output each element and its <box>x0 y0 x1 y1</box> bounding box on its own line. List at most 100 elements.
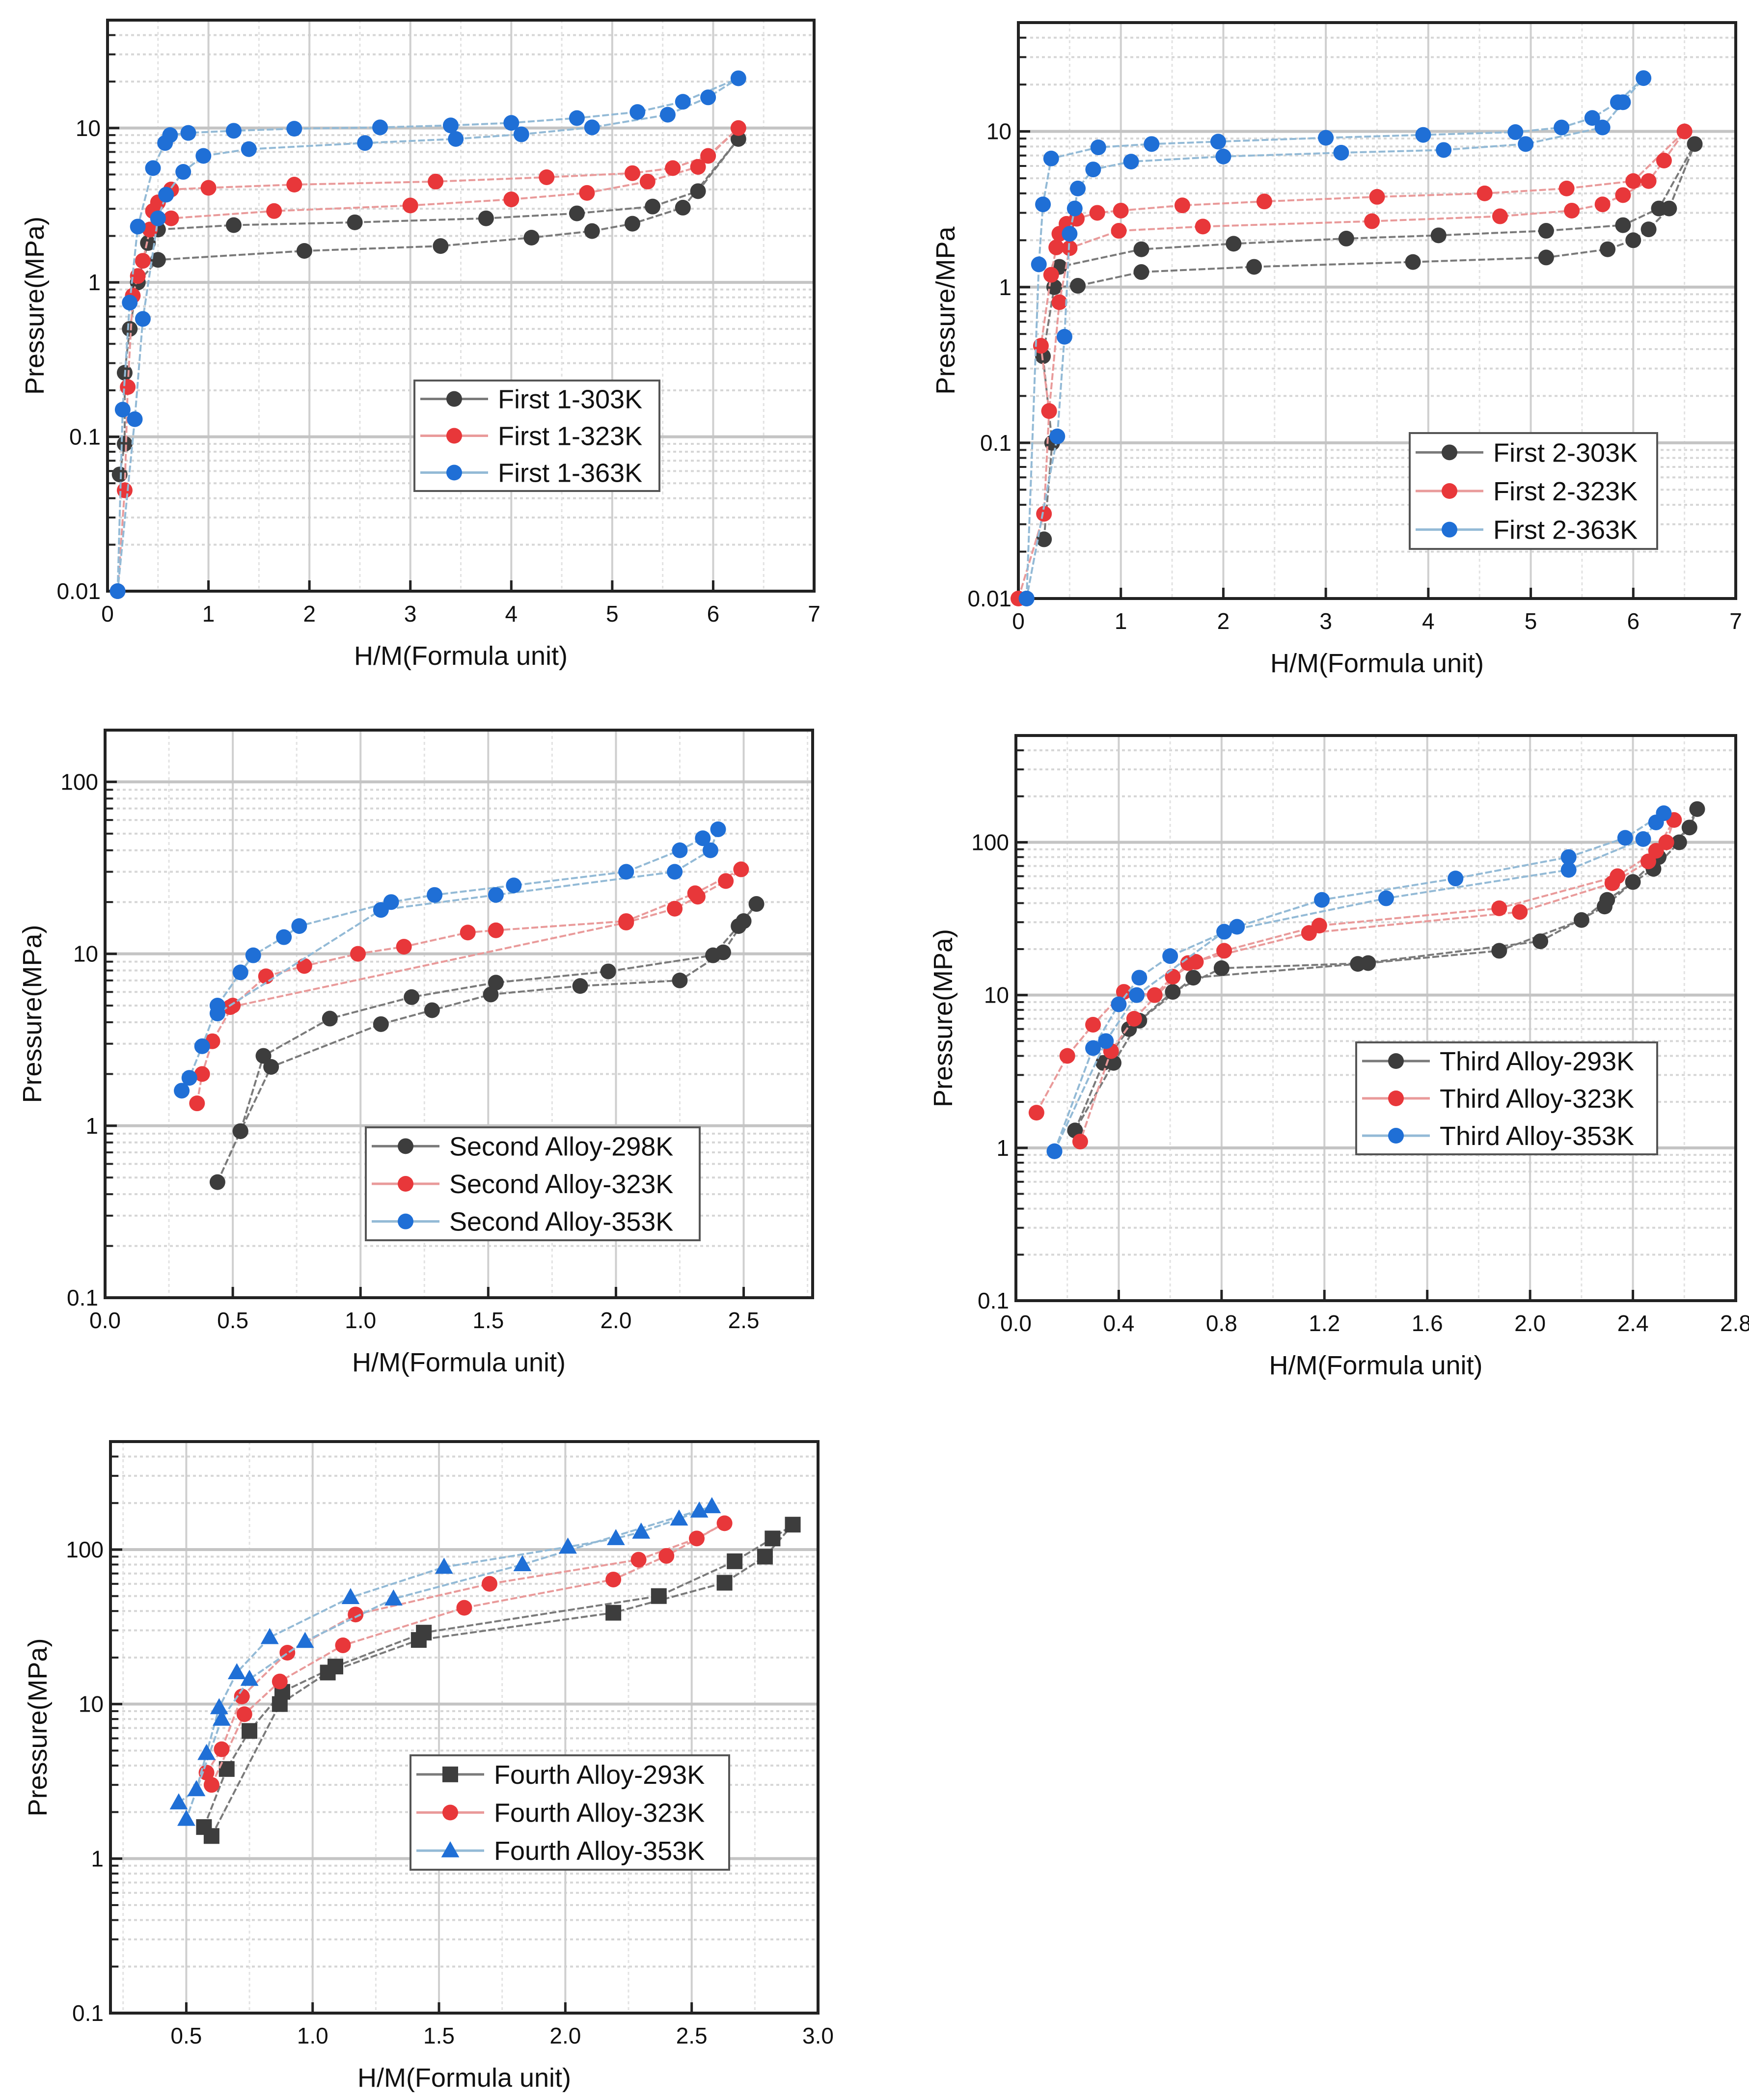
data-point <box>1436 142 1452 158</box>
data-point <box>1656 152 1672 168</box>
data-point <box>1226 236 1242 252</box>
chart-panel-3: 0.0 0.5 1.0 1.5 2.0 2.5 0.1 1 10 100 H/M(Formula u… <box>18 729 814 1377</box>
data-point <box>322 1010 338 1027</box>
data-point <box>1491 943 1507 959</box>
data-point <box>1165 984 1181 1000</box>
data-point <box>236 1706 252 1722</box>
y-tick-label: 0.1 <box>980 430 1011 456</box>
data-point <box>523 229 540 245</box>
data-point <box>488 922 504 938</box>
data-point <box>1043 150 1059 166</box>
x-tick-label: 0.0 <box>89 1308 121 1333</box>
data-point <box>213 1709 231 1726</box>
data-point <box>1229 919 1245 935</box>
data-point <box>150 252 166 268</box>
data-point <box>276 929 292 945</box>
data-point <box>145 160 161 176</box>
x-tick-label: 2.0 <box>600 1308 631 1333</box>
grid <box>1016 736 1736 1301</box>
data-point <box>1512 904 1528 920</box>
x-tick-label: 5 <box>1525 608 1537 634</box>
data-point <box>1123 154 1139 170</box>
data-point <box>169 1793 188 1810</box>
data-point <box>1661 200 1677 217</box>
data-point <box>690 183 706 199</box>
data-point <box>180 125 196 141</box>
y-tick-label: 0.1 <box>72 2000 104 2026</box>
data-point <box>579 185 595 201</box>
data-point <box>135 311 151 327</box>
legend-label: First 2-303K <box>1493 438 1638 467</box>
data-point <box>559 1537 577 1554</box>
data-point <box>632 1522 651 1539</box>
data-point <box>255 1048 272 1064</box>
data-point <box>1564 202 1580 218</box>
data-point <box>748 896 765 912</box>
data-point <box>163 210 179 226</box>
x-tick-label: 1.6 <box>1412 1310 1443 1336</box>
y-axis-label: Pressure(MPa) <box>18 925 47 1103</box>
data-point <box>1640 221 1657 238</box>
data-point <box>197 1744 216 1760</box>
data-point <box>1085 162 1101 178</box>
data-point <box>286 177 302 193</box>
data-point <box>716 1575 733 1591</box>
y-tick-label: 1 <box>88 270 101 295</box>
data-point <box>1507 124 1524 140</box>
data-point <box>266 203 282 219</box>
data-point <box>1046 1143 1063 1159</box>
data-point <box>189 1095 205 1112</box>
data-point <box>1333 144 1349 161</box>
data-point <box>702 842 718 858</box>
data-point <box>1625 232 1641 248</box>
x-tick-label: 1.2 <box>1309 1310 1340 1336</box>
y-tick-label: 100 <box>60 769 98 794</box>
data-point <box>1532 933 1549 950</box>
data-point <box>242 1723 258 1739</box>
data-point <box>1256 193 1272 210</box>
data-point <box>1085 1040 1101 1056</box>
data-point <box>1144 136 1160 152</box>
data-point <box>1635 831 1651 847</box>
data-point <box>286 121 302 137</box>
y-tick-label: 0.1 <box>67 1285 98 1310</box>
data-point <box>214 1741 230 1757</box>
data-point <box>513 126 529 142</box>
data-point <box>1617 830 1633 846</box>
data-point <box>1056 328 1072 345</box>
y-tick-label: 10 <box>79 1691 104 1717</box>
data-point <box>122 321 138 337</box>
data-point <box>605 1605 622 1621</box>
x-tick-label: 5 <box>606 601 619 627</box>
legend-marker <box>441 1841 460 1857</box>
legend-label: First 2-363K <box>1493 516 1638 545</box>
plot-frame <box>106 19 816 593</box>
x-tick-label: 0.0 <box>1000 1310 1032 1336</box>
data-point <box>1105 1055 1121 1071</box>
x-tick-label: 0.8 <box>1206 1310 1237 1336</box>
data-point <box>1378 890 1394 906</box>
data-point <box>1554 119 1570 136</box>
y-tick-label: 1 <box>85 1113 98 1139</box>
y-tick-label: 0.1 <box>978 1288 1009 1313</box>
legend-marker <box>446 428 462 444</box>
legend-marker <box>446 464 462 481</box>
data-point <box>539 169 555 185</box>
data-point <box>357 135 373 151</box>
data-point <box>335 1637 351 1653</box>
legend-label: First 1-303K <box>498 385 642 414</box>
data-point <box>488 975 504 991</box>
y-tick-label: 10 <box>76 115 101 141</box>
data-point <box>460 925 476 941</box>
legend-marker <box>1388 1128 1404 1144</box>
data-point <box>1518 136 1534 152</box>
x-tick-label: 3 <box>404 601 417 627</box>
data-point <box>234 1689 250 1705</box>
x-tick-label: 2.0 <box>549 2023 581 2048</box>
x-axis-label: H/M(Formula unit) <box>1270 649 1484 678</box>
data-point <box>116 436 133 452</box>
data-point <box>690 159 706 175</box>
data-point <box>384 1589 403 1606</box>
x-axis-label: H/M(Formula unit) <box>357 2063 571 2093</box>
data-point <box>718 873 734 889</box>
